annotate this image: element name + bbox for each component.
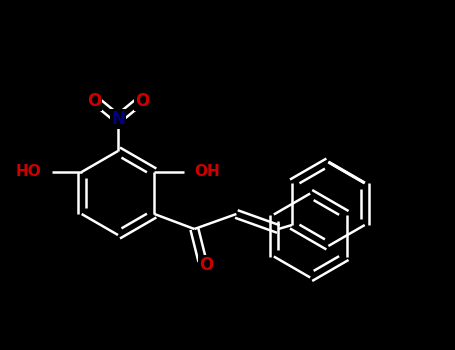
Text: O: O xyxy=(87,92,101,110)
Text: O: O xyxy=(135,92,149,110)
Text: OH: OH xyxy=(194,164,220,180)
Text: O: O xyxy=(199,256,213,274)
Text: N: N xyxy=(111,110,125,128)
Text: HO: HO xyxy=(16,164,41,180)
